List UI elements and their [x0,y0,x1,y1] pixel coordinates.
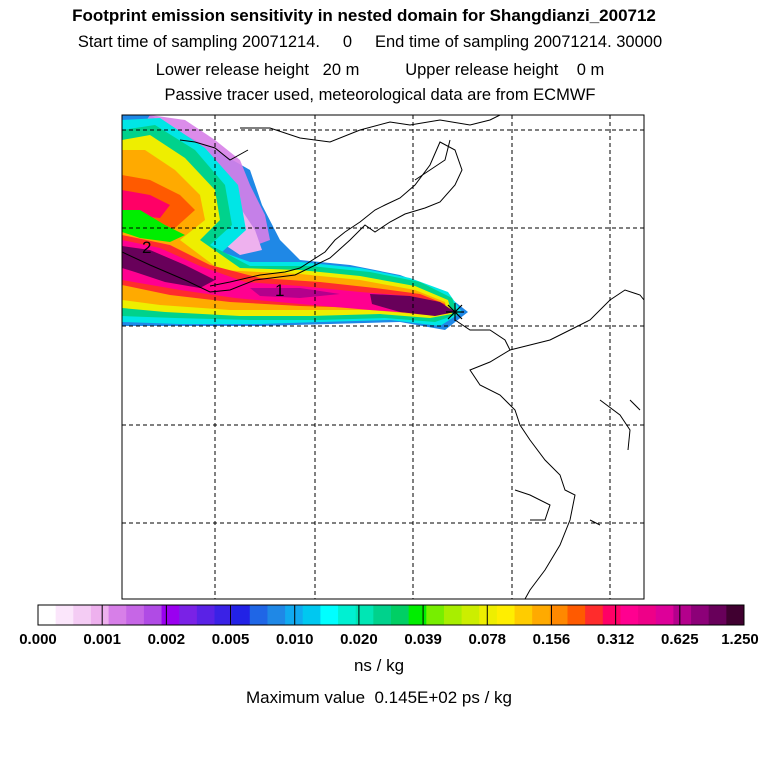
colorbar-tick-label: 0.156 [533,631,571,648]
colorbar-cell [196,605,215,625]
colorbar-frame [37,604,745,626]
colorbar-cell [620,605,639,625]
colorbar-cell [355,605,374,625]
colorbar-tick-label: 0.000 [19,631,57,648]
release-height-line: Lower release height 20 m Upper release … [155,61,605,79]
sampling-time-line: Start time of sampling 20071214. 0 End t… [77,33,663,51]
emission-plume [122,115,468,330]
colorbar-cell [496,605,516,625]
coastline [122,115,644,599]
colorbar-tick-label: 0.005 [212,631,250,648]
maximum-value: Maximum value 0.145E+02 ps / kg [246,688,512,707]
colorbar-cell [655,605,674,625]
colorbar-tick-label: 0.020 [340,631,378,648]
colorbar-cell [55,605,74,625]
colorbar-tick-label: 1.250 [721,631,759,648]
colorbar-cell [514,605,533,625]
colorbar-cell [38,605,57,625]
colorbar-cell [567,605,586,625]
colorbar-cell [214,605,233,625]
map-frame [121,114,645,600]
colorbar-cell [708,605,727,625]
colorbar-cell [143,605,163,625]
colorbar-cell [126,605,145,625]
colorbar-cell [320,605,339,625]
colorbar-cell [532,605,551,625]
colorbar-cell [179,605,198,625]
colorbar-cell [461,605,480,625]
colorbar-tick-label: 0.312 [597,631,635,648]
footprint-map: 2 1 [121,114,645,600]
colorbar-units: ns / kg [353,656,405,675]
plot-title: Footprint emission sensitivity in nested… [72,6,656,25]
colorbar-cell [373,605,392,625]
colorbar-cell [285,605,304,625]
colorbar-cell [443,605,463,625]
colorbar-cell [638,605,657,625]
source-label-2: 2 [142,238,151,257]
colorbar-cell [691,605,710,625]
colorbar-cell [108,605,127,625]
colorbar-cell [338,605,357,625]
colorbar-cell [232,605,251,625]
colorbar-cell [585,605,604,625]
tracer-info-line: Passive tracer used, meteorological data… [164,86,596,104]
colorbar-tick-label: 0.078 [468,631,506,648]
colorbar-cell [408,605,427,625]
colorbar-tick-label: 0.001 [83,631,121,648]
colorbar-cell [90,605,110,625]
colorbar-tick-label: 0.002 [148,631,186,648]
colorbar-cell [302,605,321,625]
colorbar-cell [391,605,410,625]
colorbar-cell [426,605,445,625]
colorbar-cell [602,605,621,625]
colorbar-tick-label: 0.039 [404,631,442,648]
colorbar-cell [267,605,286,625]
asterisk-icon [446,303,464,321]
colorbar: 0.000 0.001 0.002 0.005 0.010 0.020 0.039 0.078… [19,604,759,648]
colorbar-tick-label: 0.010 [276,631,314,648]
colorbar-cell [549,605,568,625]
colorbar-cell [161,605,180,625]
colorbar-cell [249,605,268,625]
colorbar-cell [673,605,692,625]
colorbar-tick-label: 0.625 [661,631,699,648]
source-label-1: 1 [275,281,284,300]
lat-lon-grid [122,115,644,599]
colorbar-cell [726,605,745,625]
colorbar-cell [73,605,92,625]
colorbar-cell [479,605,498,625]
